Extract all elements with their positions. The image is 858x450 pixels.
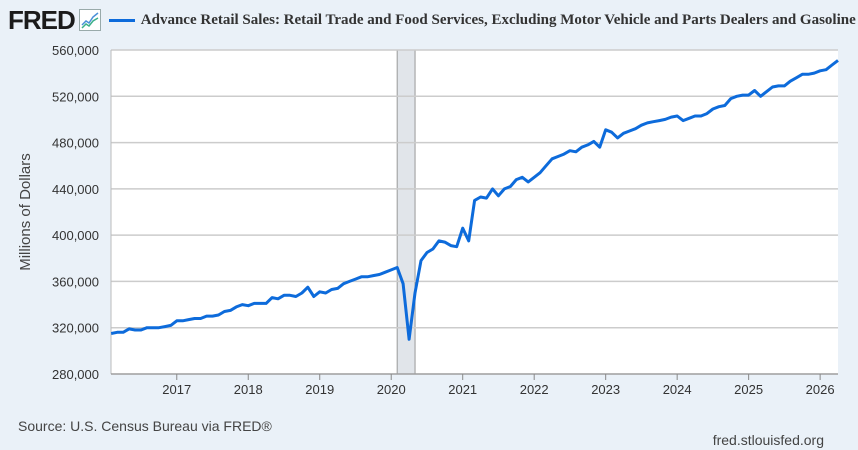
source-note: Source: U.S. Census Bureau via FRED®: [18, 418, 272, 434]
site-url[interactable]: fred.stlouisfed.org: [712, 432, 824, 448]
x-tick-label: 2024: [663, 382, 692, 397]
series-title[interactable]: Advance Retail Sales: Retail Trade and F…: [140, 11, 858, 28]
chart-header: FRED Advance Retail Sales: Retail Trade …: [8, 4, 858, 35]
y-axis-label: Millions of Dollars: [17, 153, 34, 271]
y-tick-label: 440,000: [52, 182, 99, 197]
legend-swatch: [108, 18, 135, 22]
x-tick-label: 2022: [520, 382, 549, 397]
x-tick-label: 2021: [448, 382, 477, 397]
series-line: [110, 59, 839, 341]
y-tick-label: 320,000: [52, 321, 99, 336]
y-tick-label: 560,000: [52, 43, 99, 58]
x-tick-label: 2025: [734, 382, 763, 397]
x-tick-label: 2017: [162, 382, 191, 397]
x-tick-label: 2023: [591, 382, 620, 397]
y-tick-label: 360,000: [52, 274, 99, 289]
x-tick-label: 2026: [806, 382, 835, 397]
chart-line-icon: [78, 9, 101, 31]
y-tick-label: 280,000: [52, 367, 99, 382]
y-tick-label: 400,000: [52, 228, 99, 243]
x-tick-label: 2019: [305, 382, 334, 397]
y-tick-label: 520,000: [52, 89, 99, 104]
plot-area: [111, 50, 838, 374]
y-tick-label: 480,000: [52, 136, 99, 151]
x-tick-label: 2018: [234, 382, 263, 397]
fred-logo[interactable]: FRED: [8, 4, 76, 35]
x-tick-label: 2020: [377, 382, 406, 397]
